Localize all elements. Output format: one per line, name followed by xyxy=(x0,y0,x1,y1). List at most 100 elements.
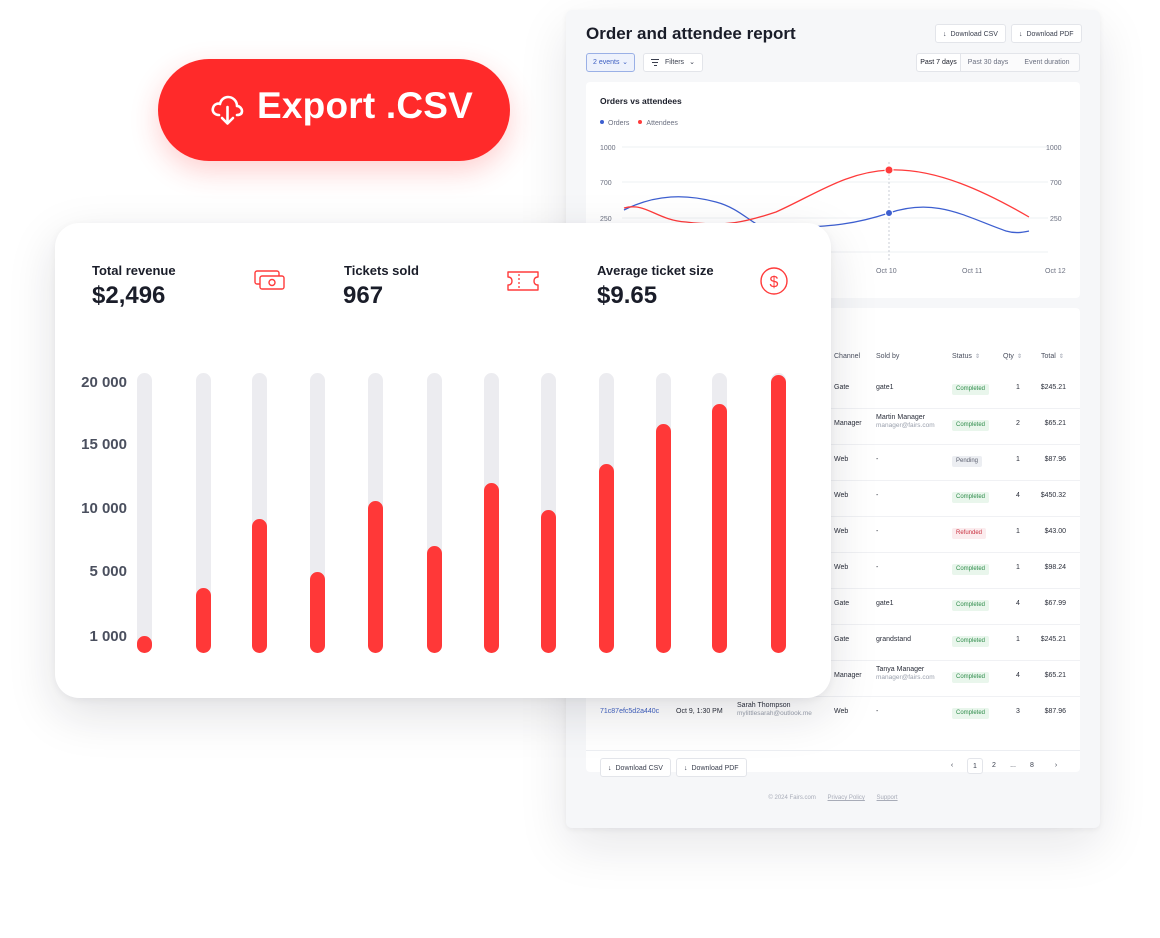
sold-by-cell: - xyxy=(876,564,879,571)
row-divider xyxy=(586,696,1080,697)
table-row[interactable]: Web - Completed 4 $450.32 xyxy=(586,480,1080,516)
total-cell: $87.96 xyxy=(1044,456,1066,463)
chevron-down-icon: ⌄ xyxy=(622,59,628,66)
next-page-icon[interactable]: › xyxy=(1054,762,1058,769)
table-row[interactable]: Gate gate1 Completed 4 $67.99 xyxy=(586,588,1080,624)
bar[interactable] xyxy=(484,483,499,653)
y-axis-tick: 5 000 xyxy=(89,563,127,580)
export-button-label: Export .CSV xyxy=(257,85,474,126)
channel-cell: Web xyxy=(834,708,849,715)
total-cell: $98.24 xyxy=(1044,564,1066,571)
orders-point xyxy=(885,209,893,217)
bar[interactable] xyxy=(712,404,727,653)
y-axis-tick: 15 000 xyxy=(81,436,127,453)
export-csv-button[interactable]: Export .CSV xyxy=(158,59,510,161)
qty-cell: 1 xyxy=(1016,384,1020,391)
channel-cell: Gate xyxy=(834,636,850,643)
bar[interactable] xyxy=(599,464,614,653)
range-past-30-days[interactable]: Past 30 days xyxy=(967,59,1009,66)
bar-track xyxy=(712,373,727,653)
date-range-toggle: Past 7 days Past 30 days Event duration xyxy=(916,53,1080,72)
range-past-7-days[interactable]: Past 7 days xyxy=(917,54,961,71)
bar[interactable] xyxy=(427,546,442,653)
bar[interactable] xyxy=(137,636,152,653)
bar-track xyxy=(656,373,671,653)
cash-icon xyxy=(254,270,285,290)
table-row[interactable]: Gate gate1 Completed 1 $245.21 xyxy=(586,372,1080,408)
total-cell: $67.99 xyxy=(1044,600,1066,607)
avg-label: Average ticket size xyxy=(597,263,714,278)
col-qty[interactable]: Qty ⇕ xyxy=(1003,353,1022,360)
status-badge: Completed xyxy=(952,600,990,611)
qty-cell: 1 xyxy=(1016,456,1020,463)
total-cell: $65.21 xyxy=(1044,420,1066,427)
events-select[interactable]: 2 events ⌄ xyxy=(586,53,635,72)
bar[interactable] xyxy=(541,510,556,653)
bar-track xyxy=(368,373,383,653)
buyer-cell: Sarah Thompson mylittlesarah@outlook.me xyxy=(737,702,812,717)
table-row[interactable]: Gate grandstand Completed 1 $245.21 xyxy=(586,624,1080,660)
page-8[interactable]: 8 xyxy=(1030,762,1034,769)
prev-page-icon[interactable]: ‹ xyxy=(950,762,954,769)
channel-cell: Manager xyxy=(834,672,862,679)
table-row[interactable]: Web - Refunded 1 $43.00 xyxy=(586,516,1080,552)
sort-icon: ⇕ xyxy=(1016,354,1022,360)
download-csv-button[interactable]: ↓ Download CSV xyxy=(935,24,1006,43)
download-pdf-button[interactable]: ↓ Download PDF xyxy=(676,758,747,777)
bar[interactable] xyxy=(252,519,267,653)
download-csv-button[interactable]: ↓ Download CSV xyxy=(600,758,671,777)
bar[interactable] xyxy=(656,424,671,653)
y-tick-right: 1000 xyxy=(1046,145,1062,152)
bar[interactable] xyxy=(368,501,383,653)
col-total[interactable]: Total ⇕ xyxy=(1041,353,1064,360)
bar[interactable] xyxy=(310,572,325,653)
table-row[interactable]: 71c87efc5d2a440c Oct 9, 1:30 PM Sarah Thom… xyxy=(586,696,1080,732)
table-row[interactable]: Manager Tanya Manager manager@fairs.com Com… xyxy=(586,660,1080,696)
sold-by-cell: Martin Manager manager@fairs.com xyxy=(876,414,935,429)
total-cell: $245.21 xyxy=(1040,384,1066,391)
sort-icon: ⇕ xyxy=(1058,354,1064,360)
cloud-download-icon xyxy=(211,95,244,125)
attendees-point xyxy=(884,165,894,175)
col-channel[interactable]: Channel xyxy=(834,353,861,360)
bar[interactable] xyxy=(196,588,211,653)
channel-cell: Web xyxy=(834,456,849,463)
qty-cell: 2 xyxy=(1016,420,1020,427)
legend-attendees: Attendees xyxy=(638,120,678,127)
status-badge: Completed xyxy=(952,672,990,683)
support-link[interactable]: Support xyxy=(876,795,898,801)
y-tick-left: 700 xyxy=(600,180,612,187)
col-status[interactable]: Status ⇕ xyxy=(952,353,980,360)
bar-track xyxy=(310,373,325,653)
sold-by-cell: gate1 xyxy=(876,600,894,607)
sold-by-cell: - xyxy=(876,528,879,535)
bar-track xyxy=(541,373,556,653)
table-row[interactable]: Web - Pending 1 $87.96 xyxy=(586,444,1080,480)
table-row[interactable]: Manager Martin Manager manager@fairs.com Co… xyxy=(586,408,1080,444)
download-pdf-button[interactable]: ↓ Download PDF xyxy=(1011,24,1082,43)
bar-track xyxy=(137,373,152,653)
col-sold-by[interactable]: Sold by xyxy=(876,353,900,360)
filters-button[interactable]: Filters ⌄ xyxy=(643,53,703,72)
ticket-icon xyxy=(507,271,539,291)
page-1[interactable]: 1 xyxy=(967,758,983,774)
chart-legend: Orders Attendees xyxy=(600,120,678,127)
order-date: Oct 9, 1:30 PM xyxy=(676,708,723,715)
range-event-duration[interactable]: Event duration xyxy=(1024,59,1070,66)
order-id-link[interactable]: 71c87efc5d2a440c xyxy=(600,708,660,715)
attendees-line xyxy=(623,169,1030,225)
sold-by-cell: - xyxy=(876,708,879,715)
channel-cell: Web xyxy=(834,564,849,571)
sold-by-cell: Tanya Manager manager@fairs.com xyxy=(876,666,935,681)
qty-cell: 4 xyxy=(1016,600,1020,607)
status-badge: Refunded xyxy=(952,528,987,539)
privacy-link[interactable]: Privacy Policy xyxy=(827,795,865,801)
sort-icon: ⇕ xyxy=(974,354,980,360)
row-divider xyxy=(586,624,1080,625)
row-divider xyxy=(586,588,1080,589)
table-row[interactable]: Web - Completed 1 $98.24 xyxy=(586,552,1080,588)
page-2[interactable]: 2 xyxy=(992,762,996,769)
bar[interactable] xyxy=(771,375,786,653)
bar-track xyxy=(196,373,211,653)
channel-cell: Gate xyxy=(834,384,850,391)
